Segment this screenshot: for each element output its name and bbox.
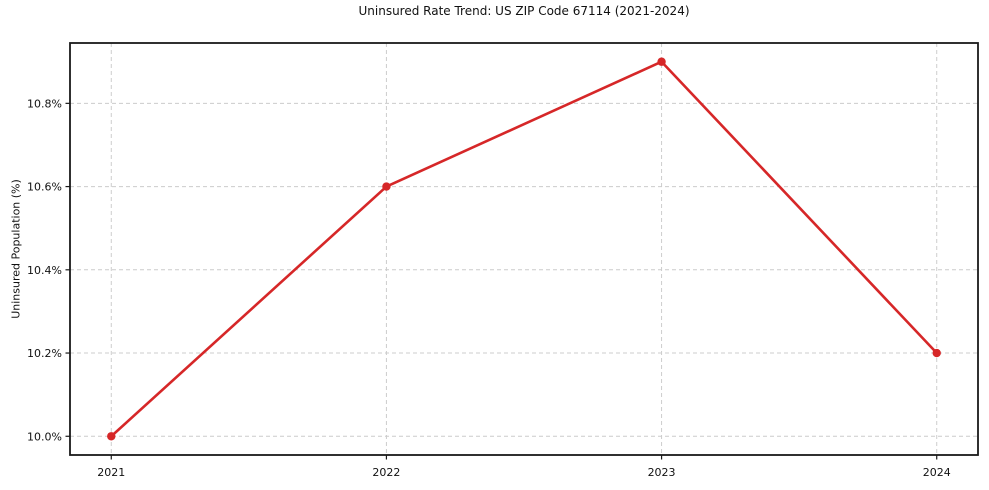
y-tick-label: 10.4% xyxy=(27,264,62,277)
y-tick-label: 10.0% xyxy=(27,430,62,443)
data-point-marker xyxy=(932,348,941,358)
x-tick-label: 2024 xyxy=(923,466,951,479)
y-tick-label: 10.2% xyxy=(27,347,62,360)
chart-title: Uninsured Rate Trend: US ZIP Code 67114 … xyxy=(358,4,690,18)
plot-border xyxy=(69,42,979,456)
trend-line xyxy=(109,60,939,438)
data-point-marker xyxy=(657,57,666,66)
x-tick-label: 2021 xyxy=(97,466,125,479)
y-tick-label: 10.6% xyxy=(27,181,62,194)
data-point-marker xyxy=(107,432,116,441)
data-point-marker xyxy=(382,182,391,191)
x-tick-label: 2022 xyxy=(372,466,400,479)
x-tick-label: 2023 xyxy=(648,466,676,479)
y-tick-label: 10.8% xyxy=(27,97,62,110)
